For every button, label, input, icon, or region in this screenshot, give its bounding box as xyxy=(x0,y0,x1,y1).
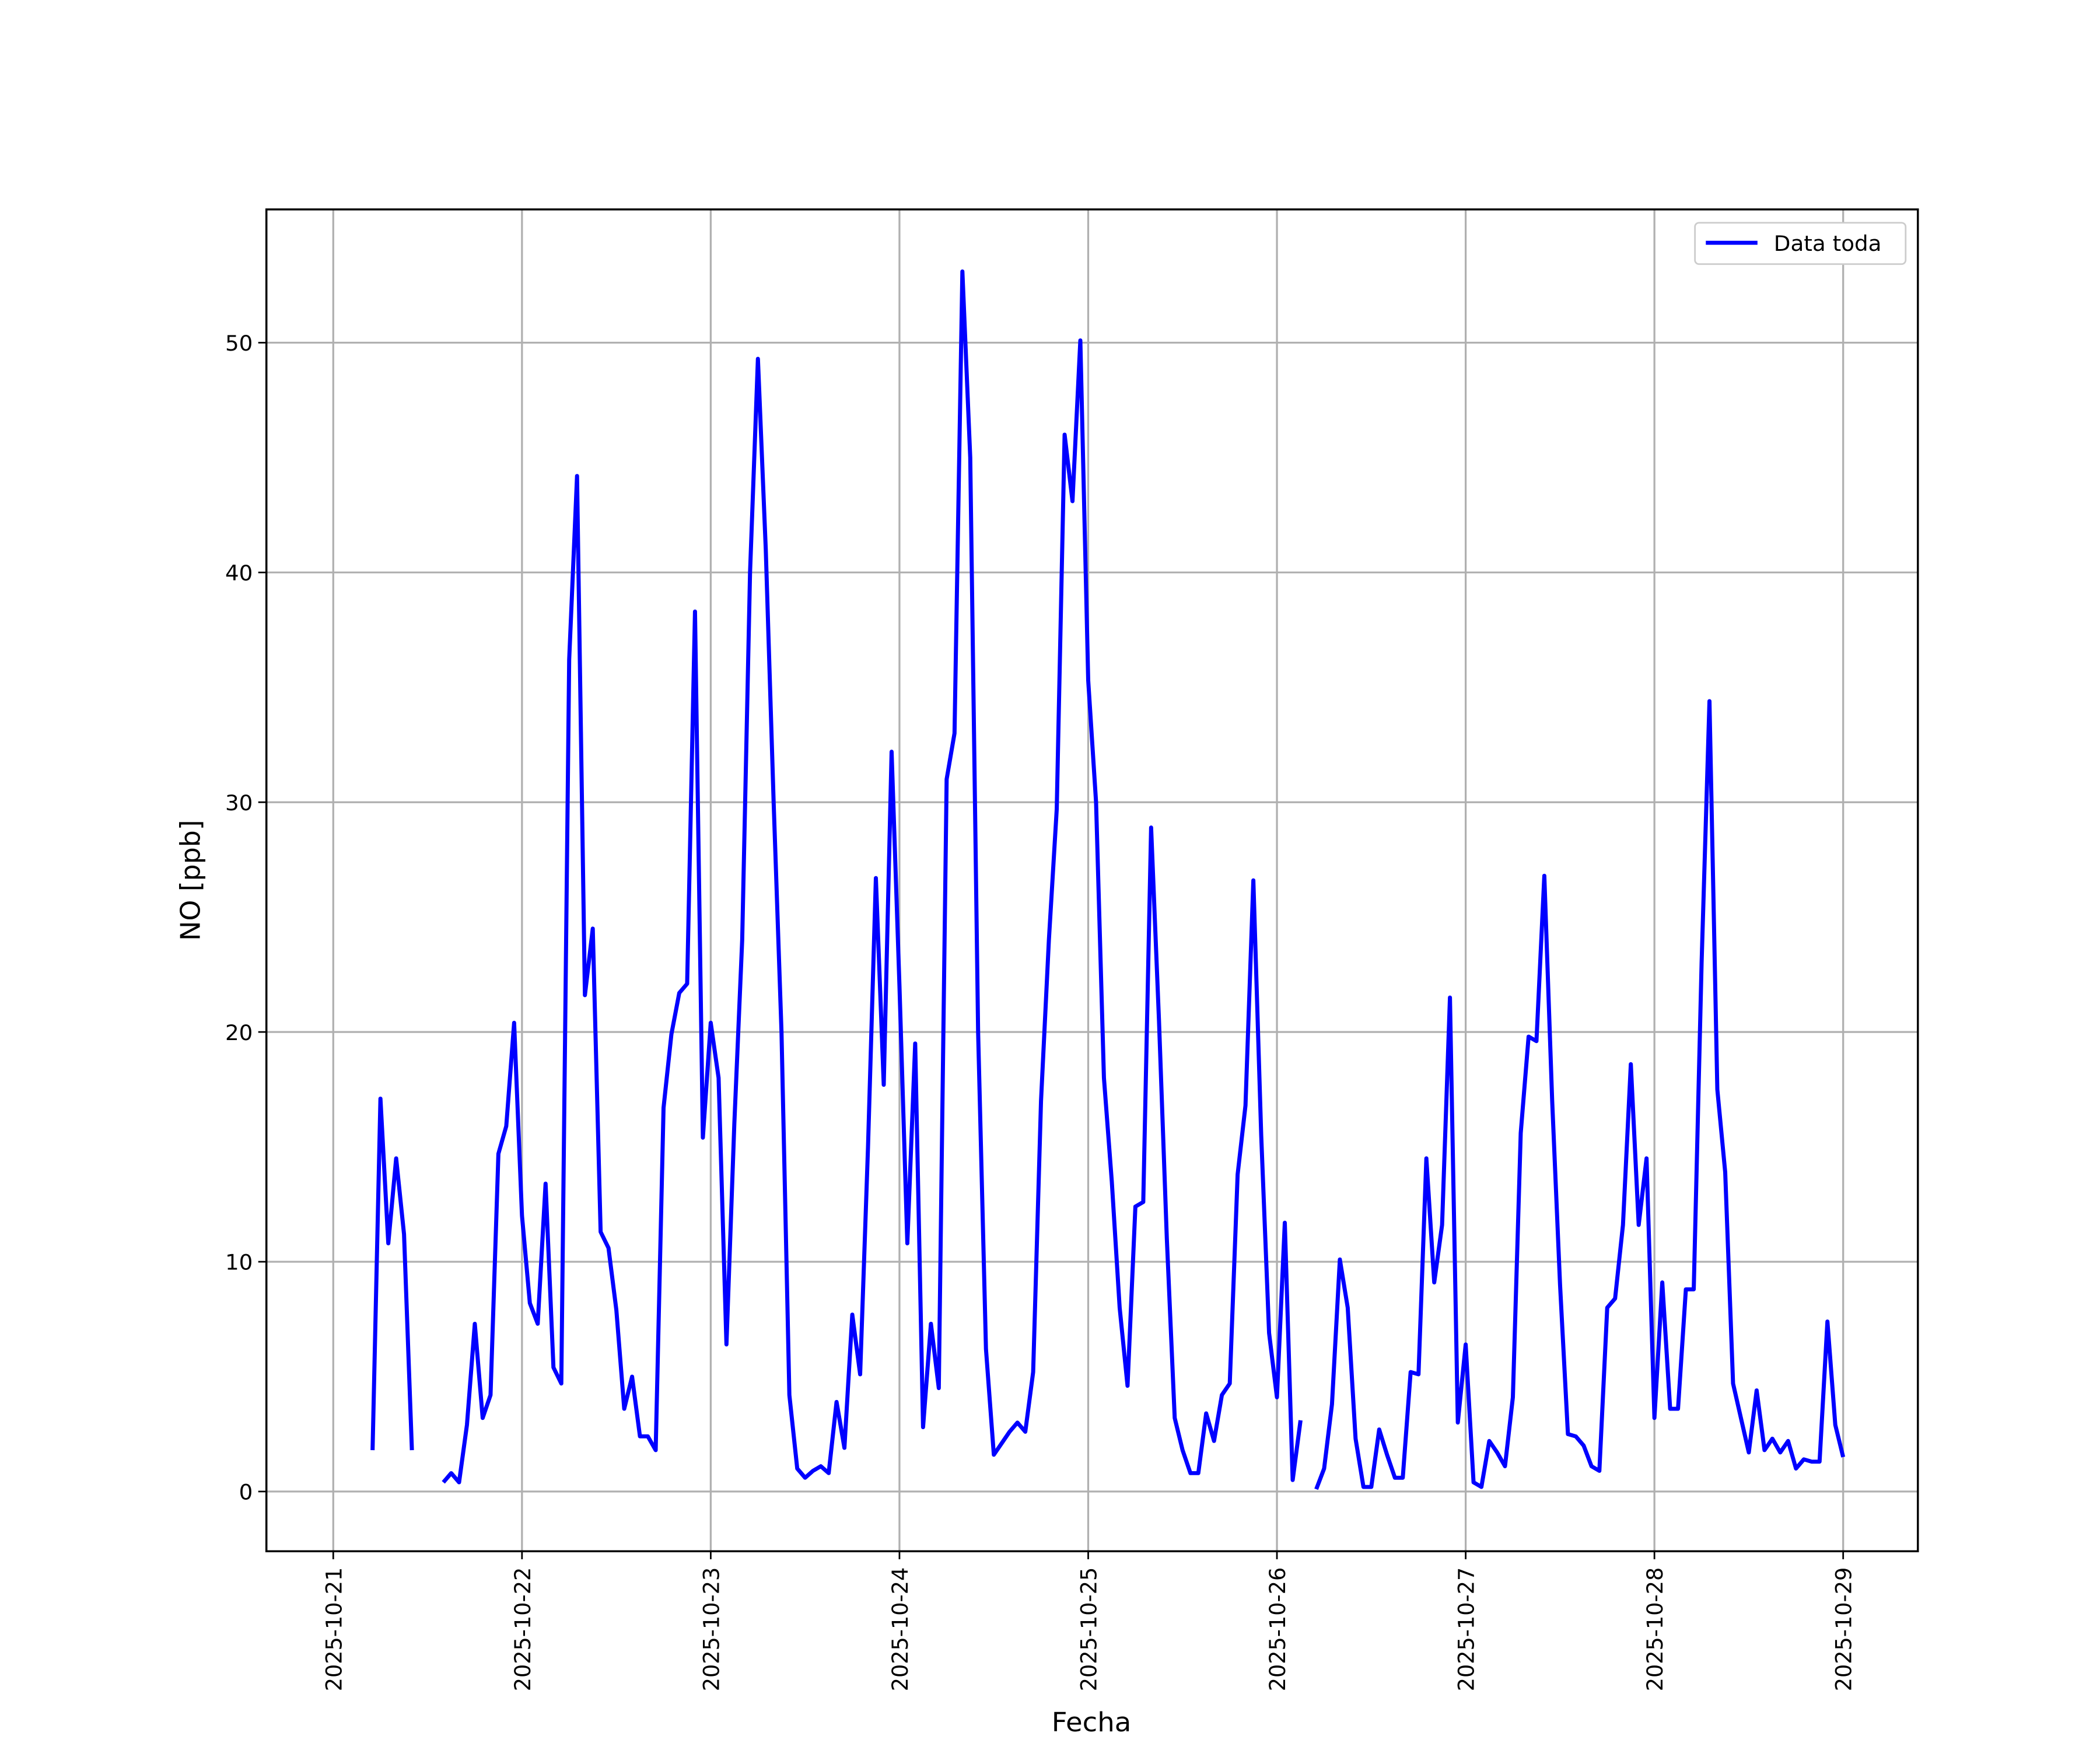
x-tick-label: 2025-10-25 xyxy=(1076,1567,1101,1692)
y-tick-label: 40 xyxy=(225,561,253,586)
x-tick-label: 2025-10-28 xyxy=(1643,1567,1668,1692)
plot-frame xyxy=(265,208,1919,1553)
legend-box xyxy=(1694,222,1907,265)
x-tick-label: 2025-10-26 xyxy=(1265,1567,1290,1692)
y-tick-label: 10 xyxy=(225,1250,253,1275)
data-line xyxy=(1314,699,1846,1490)
x-tick-label: 2025-10-29 xyxy=(1831,1567,1856,1692)
data-line xyxy=(442,269,1303,1485)
x-tick-label: 2025-10-23 xyxy=(699,1567,724,1692)
y-axis-label: NO [ppb] xyxy=(174,820,206,940)
x-tick-label: 2025-10-27 xyxy=(1454,1567,1479,1692)
y-tick-label: 0 xyxy=(239,1480,253,1505)
y-tick-label: 20 xyxy=(225,1020,253,1045)
data-line xyxy=(370,1096,414,1451)
legend-label: Data toda xyxy=(1774,231,1882,256)
x-tick-label: 2025-10-21 xyxy=(321,1567,346,1692)
x-tick-label: 2025-10-22 xyxy=(510,1567,536,1692)
x-tick-label: 2025-10-24 xyxy=(888,1567,913,1692)
y-tick-label: 30 xyxy=(225,790,253,816)
x-axis-label: Fecha xyxy=(1052,1706,1132,1737)
y-tick-label: 50 xyxy=(225,331,253,356)
